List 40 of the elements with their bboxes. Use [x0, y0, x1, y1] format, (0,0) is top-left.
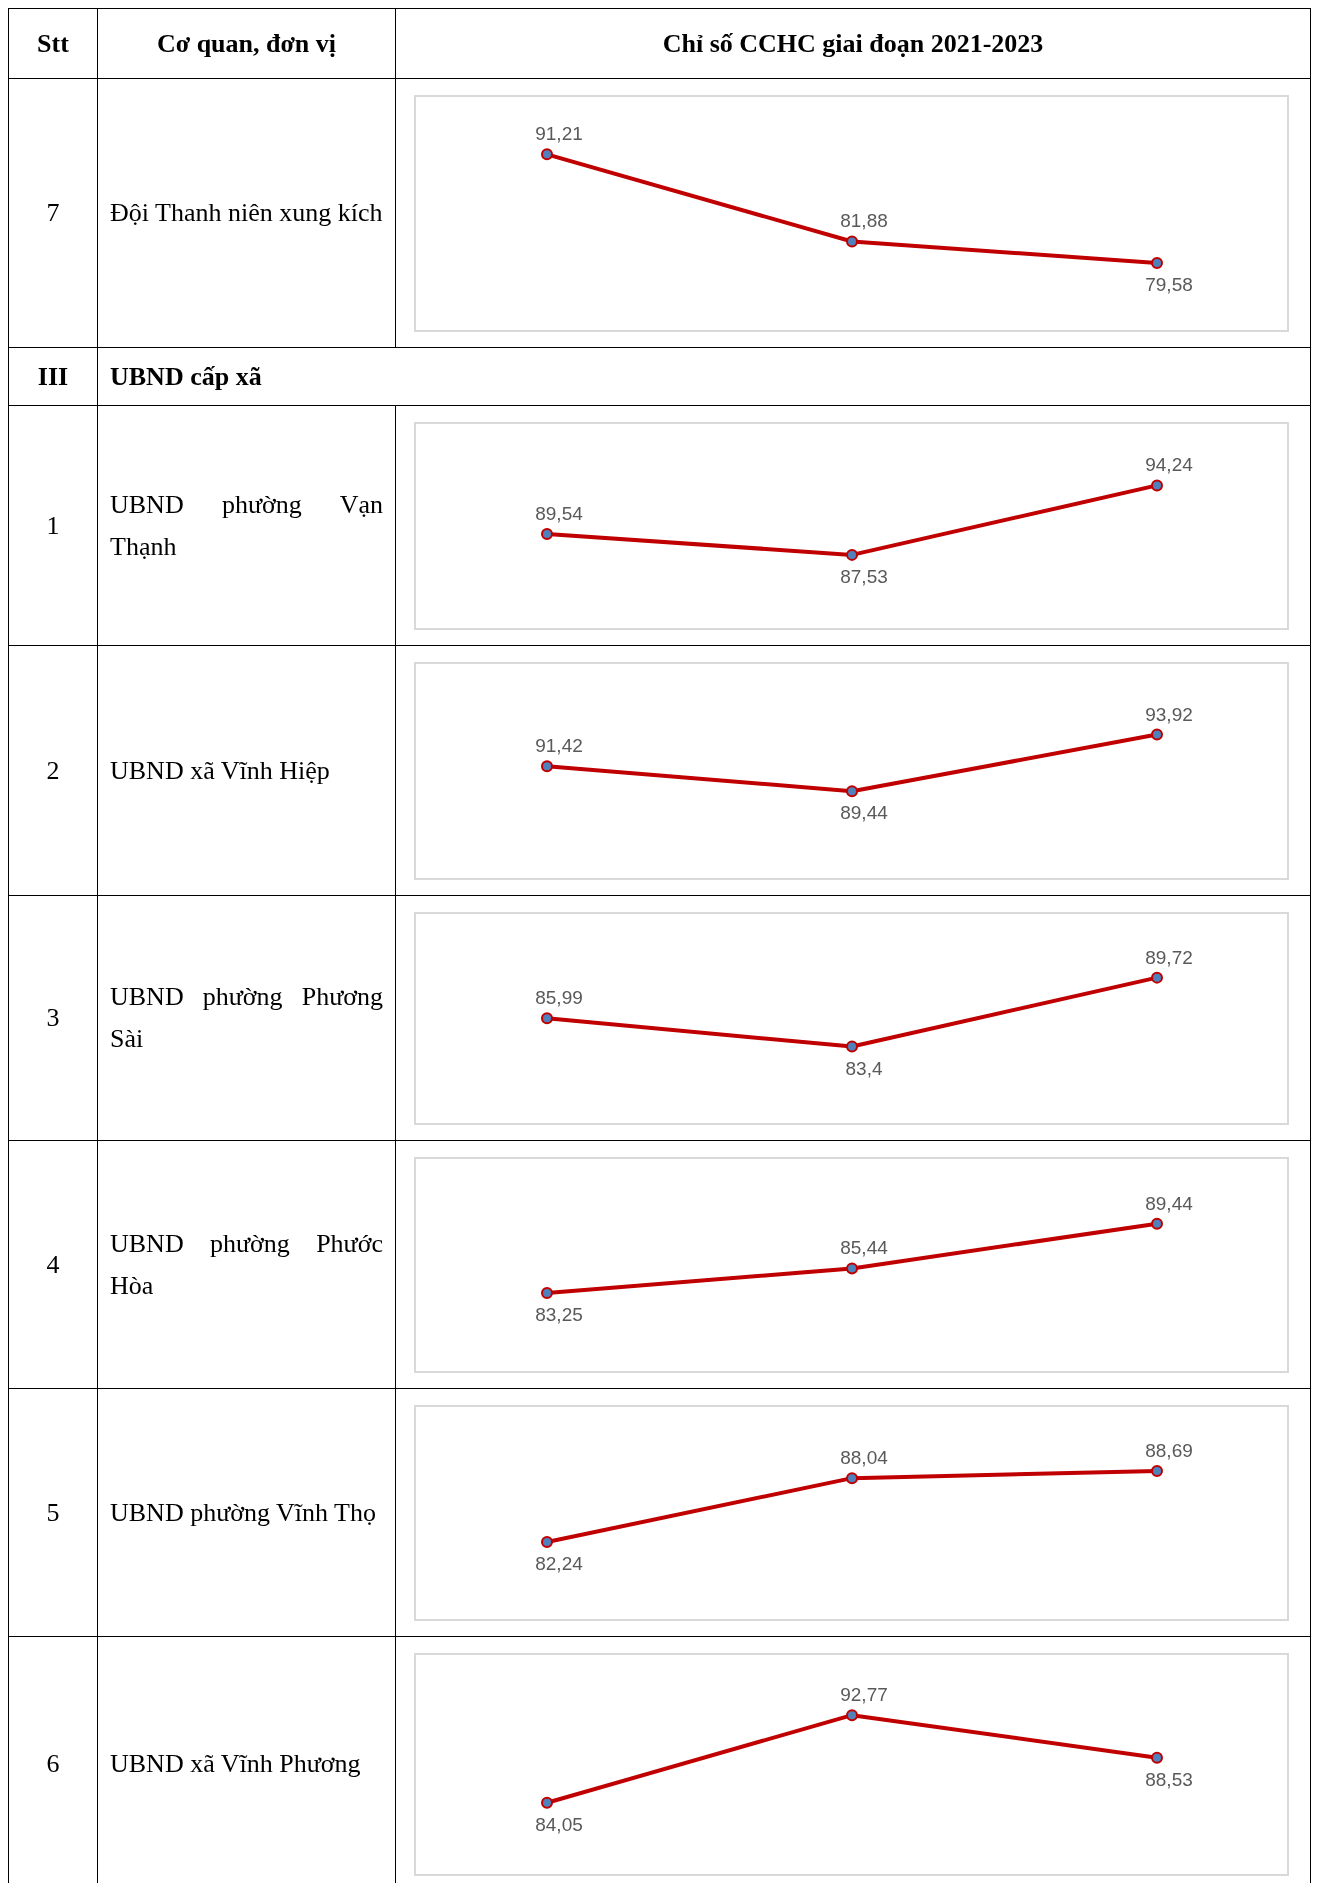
text: 2: [8, 645, 98, 896]
data-label: 88,69: [1145, 1439, 1193, 1461]
text: 1: [8, 405, 98, 646]
text: 3: [8, 895, 98, 1141]
text: UBND phường Vĩnh Thọ: [97, 1388, 396, 1637]
text: Chỉ số CCHC giai đoạn 2021-2023: [395, 8, 1311, 79]
data-label: 88,04: [840, 1446, 889, 1468]
text: UBND phường Phước Hòa: [97, 1140, 396, 1389]
text: 4: [8, 1140, 98, 1389]
data-label: 83,25: [535, 1303, 583, 1325]
text: Cơ quan, đơn vị: [97, 8, 396, 79]
data-label: 89,44: [840, 801, 889, 823]
data-label: 88,53: [1145, 1768, 1193, 1790]
text: UBND xã Vĩnh Phương: [97, 1636, 396, 1883]
text: UBND xã Vĩnh Hiệp: [97, 645, 396, 896]
data-label: 85,44: [840, 1236, 889, 1258]
text: UBND phường Vạn Thạnh: [97, 405, 396, 646]
data-label: 91,21: [535, 122, 583, 144]
data-label: 79,58: [1145, 273, 1193, 295]
data-label: 82,24: [535, 1552, 584, 1574]
text: UBND cấp xã: [97, 347, 1311, 406]
data-label: 91,42: [535, 734, 583, 756]
data-label: 93,92: [1145, 703, 1193, 725]
data-label: 87,53: [840, 565, 888, 587]
text: 5: [8, 1388, 98, 1637]
text: III: [8, 347, 98, 406]
data-label: 92,77: [840, 1683, 888, 1705]
data-label: 81,88: [840, 209, 888, 231]
text: 6: [8, 1636, 98, 1883]
data-label: 84,05: [535, 1813, 583, 1835]
text: Stt: [8, 8, 98, 79]
text: 7: [8, 78, 98, 348]
text: Đội Thanh niên xung kích: [97, 78, 396, 348]
data-label: 89,72: [1145, 946, 1193, 968]
data-label: 83,4: [845, 1057, 883, 1079]
data-label: 85,99: [535, 986, 583, 1008]
data-label: 94,24: [1145, 453, 1194, 475]
data-label: 89,44: [1145, 1192, 1194, 1214]
data-label: 89,54: [535, 502, 584, 524]
text: UBND phường Phương Sài: [97, 895, 396, 1141]
